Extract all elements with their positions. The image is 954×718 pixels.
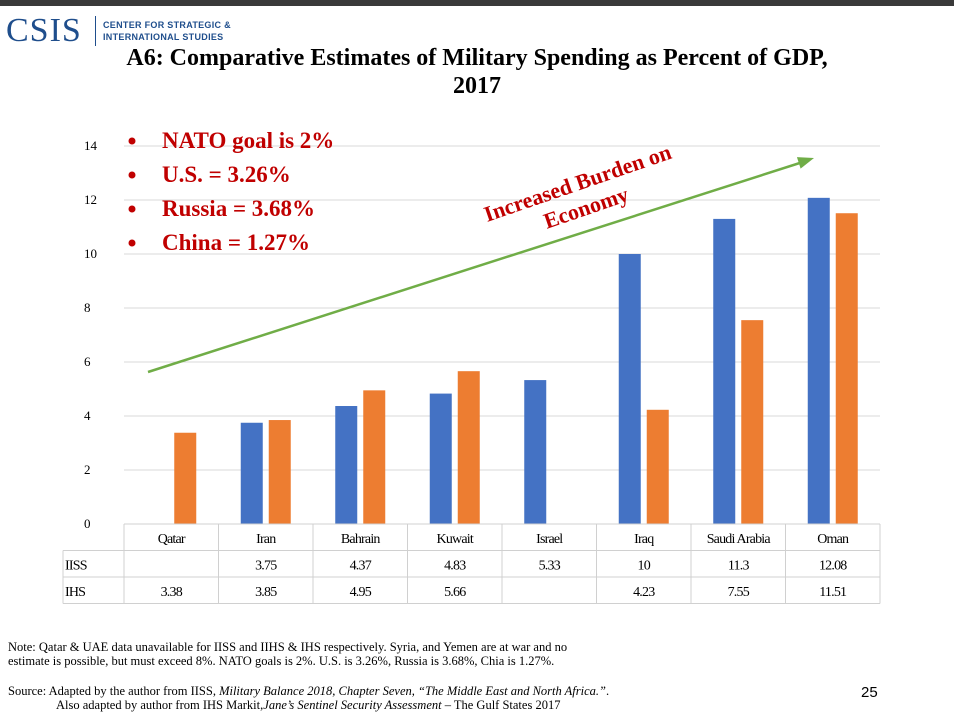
- logo-sub-line2: INTERNATIONAL STUDIES: [103, 32, 224, 42]
- logo-sub-line1: CENTER FOR STRATEGIC &: [103, 20, 231, 30]
- y-tick-label: 0: [84, 516, 91, 531]
- bar-iiss: [240, 422, 263, 524]
- source-text: Source: Adapted by the author from IISS,…: [8, 684, 609, 712]
- bar-ihs: [741, 320, 764, 524]
- x-tick-label: Saudi Arabia: [707, 532, 772, 547]
- y-tick-label: 8: [84, 300, 91, 315]
- source-italic1: Military Balance 2018, Chapter Seven, “T…: [219, 684, 606, 698]
- x-tick-label: Israel: [536, 532, 563, 547]
- legend-series-ihs: IHS: [65, 585, 85, 600]
- bullet-text: China = 1.27%: [162, 230, 310, 255]
- x-tick-label: Kuwait: [437, 532, 474, 547]
- source-line1: Source: Adapted by the author from IISS,…: [8, 684, 609, 698]
- bullet-text: U.S. = 3.26%: [162, 162, 291, 187]
- top-bar: [0, 0, 954, 6]
- x-tick-label: Bahrain: [341, 532, 381, 547]
- bar-iiss: [524, 380, 547, 524]
- y-tick-label: 10: [84, 246, 97, 261]
- data-label: 4.23: [633, 585, 655, 600]
- legend-series-iiss: IISS: [65, 559, 87, 574]
- note-text: Note: Qatar & UAE data unavailable for I…: [8, 640, 567, 668]
- bar-iiss: [618, 254, 641, 524]
- source-suffix1: .: [605, 684, 610, 698]
- title-line2: 2017: [453, 73, 501, 99]
- y-tick-label: 12: [84, 192, 97, 207]
- bar-chart: 0 2 4 6 8 10 12 14 Qatar 3.38 Iran 3.75 3.85 Bahrain 4…: [62, 128, 881, 604]
- data-label: 4.83: [444, 559, 466, 574]
- bar-iiss: [335, 406, 358, 524]
- x-tick-label: Oman: [817, 532, 849, 547]
- bullet-dot: [128, 205, 136, 213]
- data-label: 11.51: [819, 585, 847, 600]
- data-label: 11.3: [728, 559, 750, 574]
- x-tick-label: Iran: [256, 532, 276, 547]
- bar-iiss: [807, 197, 830, 524]
- data-label: 4.95: [350, 585, 372, 600]
- source-line2-prefix: Also adapted by author from IHS Markit,: [56, 698, 264, 712]
- y-tick-label: 6: [84, 354, 91, 369]
- bar-ihs: [363, 390, 386, 524]
- source-italic2: Jane’s Sentinel Security Assessment: [263, 698, 442, 712]
- data-label: 7.55: [728, 585, 750, 600]
- source-prefix: Source: Adapted by the author from IISS,: [8, 684, 220, 698]
- y-tick-label: 2: [84, 462, 91, 477]
- bar-ihs: [835, 213, 858, 525]
- source-line2: Also adapted by author from IHS Markit, …: [8, 698, 609, 712]
- bar-ihs: [646, 409, 669, 524]
- slide-title: A6: Comparative Estimates of Military Sp…: [60, 44, 894, 100]
- data-label: 4.37: [350, 559, 372, 574]
- x-tick-label: Qatar: [158, 532, 186, 547]
- trend-arrowhead: [796, 157, 814, 169]
- data-label: 10: [638, 559, 651, 574]
- bullet-dot: [128, 239, 136, 247]
- bullet-text: NATO goal is 2%: [162, 128, 334, 153]
- note-line2: estimate is possible, but must exceed 8%…: [8, 654, 555, 668]
- bar-ihs: [457, 371, 480, 524]
- data-label: 3.75: [255, 559, 277, 574]
- bullet-text: Russia = 3.68%: [162, 196, 315, 221]
- data-label: 12.08: [819, 559, 847, 574]
- page-number: 25: [861, 684, 878, 701]
- y-tick-label: 4: [84, 408, 91, 423]
- source-line2-suffix: – The Gulf States 2017: [441, 698, 561, 712]
- note-line1: Note: Qatar & UAE data unavailable for I…: [8, 640, 568, 654]
- bullet-dot: [128, 137, 136, 145]
- data-label: 3.85: [255, 585, 277, 600]
- trend-arrow-line: [147, 159, 807, 374]
- csis-logo-subtitle: CENTER FOR STRATEGIC & INTERNATIONAL STU…: [103, 19, 231, 43]
- bar-ihs: [268, 420, 291, 524]
- x-tick-label: Iraq: [634, 532, 654, 547]
- y-tick-label: 14: [84, 138, 98, 153]
- title-line1: A6: Comparative Estimates of Military Sp…: [126, 45, 828, 71]
- data-label: 3.38: [161, 585, 183, 600]
- data-label: 5.33: [539, 559, 561, 574]
- bar-iiss: [713, 218, 736, 524]
- bullet-dot: [128, 171, 136, 179]
- bar-ihs: [174, 432, 197, 524]
- bar-iiss: [429, 393, 452, 524]
- data-label: 5.66: [444, 585, 466, 600]
- logo-divider: [95, 16, 96, 46]
- csis-logo: CSIS: [6, 12, 82, 49]
